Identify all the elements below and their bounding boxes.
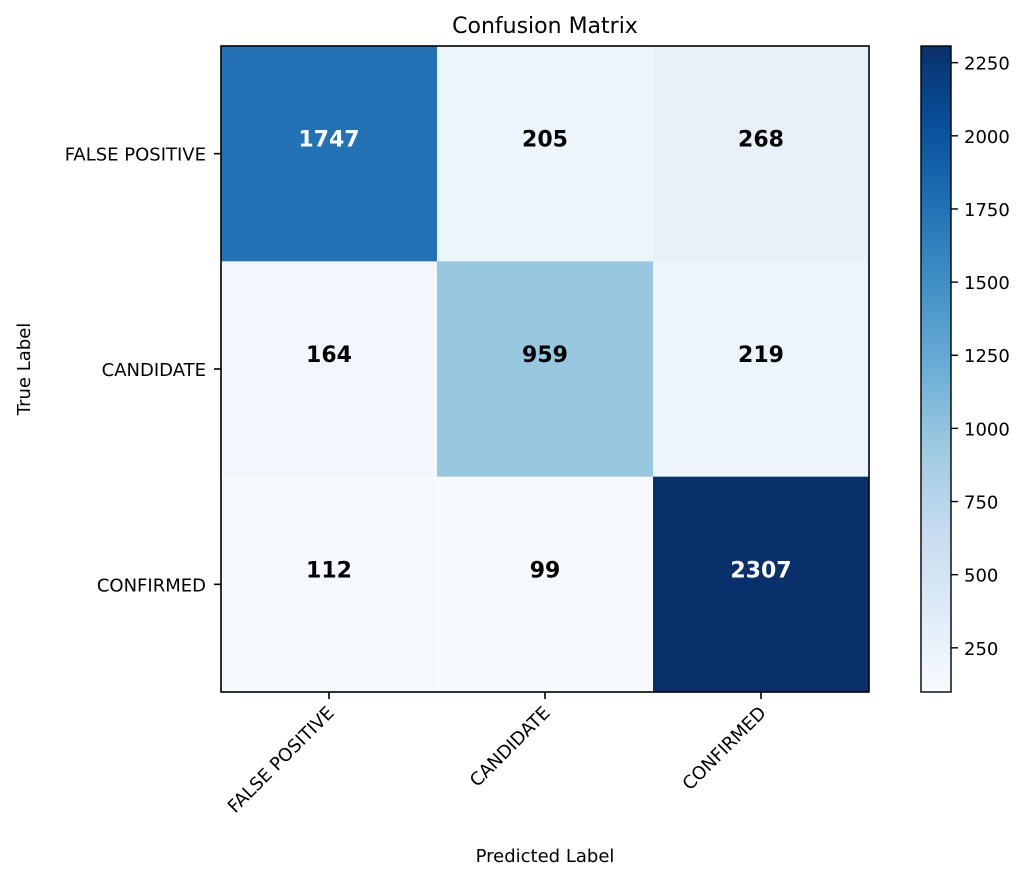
cell-value-label: 1747: [298, 128, 359, 153]
colorbar-tick-label: 1750: [964, 200, 1010, 221]
colorbar-tick-label: 1250: [964, 346, 1010, 367]
cell-value-label: 268: [738, 128, 784, 153]
colorbar-gradient: [921, 46, 951, 692]
y-tick-label: CANDIDATE: [102, 360, 206, 381]
heatmap-cell: [437, 46, 654, 262]
colorbar-tick-label: 2000: [964, 127, 1010, 148]
colorbar-tick-label: 1000: [964, 419, 1010, 440]
y-tick-label: FALSE POSITIVE: [65, 145, 206, 166]
heatmap-cell: [437, 476, 654, 693]
colorbar-tick-label: 500: [964, 566, 998, 587]
y-axis-ticks: FALSE POSITIVE CANDIDATE CONFIRMED: [65, 145, 221, 596]
cell-value-label: 164: [306, 343, 352, 368]
colorbar-frame: [920, 45, 952, 693]
colorbar-ticks: 250 500 750 1000 1250 1500 1750 2000 2250: [951, 54, 1010, 660]
colorbar-tick-label: 250: [964, 639, 998, 660]
heatmap-cell: [221, 46, 438, 262]
cell-value-label: 959: [522, 343, 568, 368]
x-axis-label: Predicted Label: [476, 846, 615, 867]
colorbar-tick-label: 2250: [964, 54, 1010, 75]
y-tick-label: CONFIRMED: [97, 575, 206, 596]
y-axis-label: True Label: [14, 323, 35, 417]
heatmap-cell: [653, 46, 870, 262]
heatmap-cell: [653, 476, 870, 693]
heatmap-cell: [221, 261, 438, 478]
cell-value-labels: 1747 205 268 164 959 219 112 99 2307: [298, 128, 791, 584]
heatmap-cells: [221, 46, 870, 693]
cell-value-label: 112: [306, 558, 352, 583]
chart-title: Confusion Matrix: [452, 14, 638, 39]
colorbar-tick-label: 750: [964, 493, 998, 514]
heatmap-cell: [437, 261, 654, 478]
cell-value-label: 219: [738, 343, 784, 368]
cell-value-label: 99: [530, 558, 561, 583]
heatmap-cell: [221, 476, 438, 693]
heatmap-cell: [653, 261, 870, 478]
cell-value-label: 2307: [730, 558, 791, 583]
cell-value-label: 205: [522, 128, 568, 153]
colorbar-tick-label: 1500: [964, 273, 1010, 294]
